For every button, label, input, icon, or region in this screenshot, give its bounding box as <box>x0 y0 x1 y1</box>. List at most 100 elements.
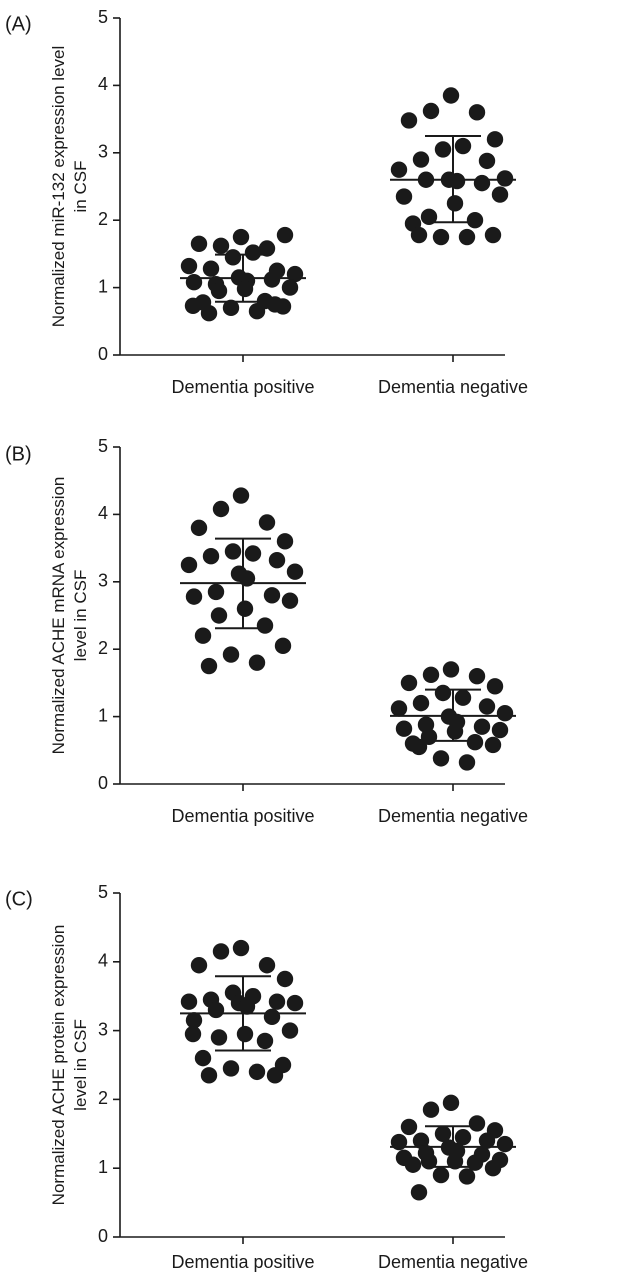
data-point <box>422 1101 440 1118</box>
data-point <box>468 1115 486 1132</box>
data-point <box>238 570 256 587</box>
data-point <box>458 754 476 771</box>
data-point <box>496 1135 514 1153</box>
data-point <box>491 186 509 203</box>
data-point <box>496 170 514 187</box>
data-point <box>412 1132 430 1149</box>
y-tick-label: 4 <box>98 503 108 523</box>
data-point <box>454 1129 472 1146</box>
data-point <box>422 666 440 684</box>
data-point <box>434 141 452 158</box>
data-point <box>207 583 225 601</box>
data-point <box>466 212 484 229</box>
data-point <box>258 514 276 531</box>
data-point <box>268 552 286 569</box>
data-point <box>390 161 408 178</box>
data-point <box>224 543 242 560</box>
data-point <box>395 188 413 205</box>
data-point <box>256 1032 274 1050</box>
data-point <box>212 500 230 518</box>
data-point <box>210 607 228 624</box>
data-point <box>420 208 438 226</box>
data-point <box>442 661 460 678</box>
group-dementia-positive <box>180 226 306 322</box>
data-point <box>185 1012 203 1029</box>
data-point <box>200 657 218 675</box>
y-axis-title: Normalized ACHE protein expression level … <box>49 925 90 1206</box>
data-point <box>432 1166 450 1184</box>
data-point <box>256 617 274 634</box>
data-point <box>400 112 418 129</box>
data-point <box>390 700 408 717</box>
data-point <box>266 1067 284 1084</box>
data-point <box>446 723 464 740</box>
x-tick-label: Dementia positive <box>171 1252 314 1272</box>
data-point <box>190 519 208 537</box>
y-tick-label: 5 <box>98 7 108 27</box>
data-point <box>410 738 428 756</box>
x-tick-label: Dementia positive <box>171 806 314 826</box>
y-axis-title: Normalized ACHE mRNA expression level in … <box>49 477 90 755</box>
data-point <box>258 240 276 257</box>
data-point <box>180 257 198 275</box>
data-point <box>281 279 299 296</box>
y-tick-label: 3 <box>98 1019 108 1039</box>
data-point <box>458 1168 476 1185</box>
data-point <box>466 1154 484 1171</box>
data-point <box>184 297 202 314</box>
y-tick-label: 4 <box>98 74 108 94</box>
y-axis-title-line: level in CSF <box>71 1019 90 1111</box>
data-point <box>281 1022 299 1039</box>
data-point <box>286 563 304 580</box>
data-point <box>473 174 491 192</box>
y-axis-title-line: Normalized miR-132 expression level <box>49 46 68 328</box>
group-dementia-negative <box>390 1094 516 1201</box>
data-point <box>263 587 281 604</box>
data-point <box>232 228 250 246</box>
group-dementia-negative <box>390 87 516 246</box>
data-point <box>268 993 286 1010</box>
data-point <box>244 545 262 562</box>
data-point <box>212 237 230 255</box>
data-point <box>400 674 418 692</box>
data-point <box>190 957 208 974</box>
data-point <box>238 998 256 1015</box>
data-point <box>468 667 486 685</box>
data-point <box>458 228 476 246</box>
data-point <box>412 151 430 168</box>
data-point <box>248 654 266 671</box>
group-dementia-positive <box>180 487 306 675</box>
data-point <box>222 1060 240 1077</box>
data-point <box>222 646 240 663</box>
data-point <box>244 244 262 261</box>
data-point <box>274 637 292 655</box>
y-axis-title-line: in CSF <box>71 161 90 213</box>
data-point <box>210 1029 228 1046</box>
data-point <box>410 1184 428 1201</box>
data-point <box>263 1008 281 1026</box>
data-point <box>434 1125 452 1143</box>
data-point <box>473 718 491 735</box>
y-tick-label: 3 <box>98 571 108 591</box>
data-point <box>184 1025 202 1043</box>
data-point <box>232 487 250 504</box>
data-point <box>454 689 472 706</box>
y-tick-label: 0 <box>98 773 108 793</box>
panel-b: (B) 0 1 2 3 4 5 Dementia positive Dementia negat… <box>5 436 528 826</box>
data-point <box>442 1094 460 1112</box>
data-point <box>236 280 254 298</box>
data-point <box>236 1025 254 1043</box>
data-point <box>190 235 208 252</box>
y-tick-label: 1 <box>98 276 108 296</box>
panel-label: (B) <box>5 443 32 465</box>
data-point <box>448 172 466 190</box>
data-point <box>478 1132 496 1149</box>
data-point <box>468 104 486 121</box>
data-point <box>454 137 472 155</box>
y-axis-title-line: Normalized ACHE mRNA expression <box>49 477 68 755</box>
x-tick-label: Dementia negative <box>378 806 528 826</box>
y-tick-label: 0 <box>98 1226 108 1246</box>
data-point <box>420 1153 438 1170</box>
data-point <box>212 943 230 960</box>
y-tick-label: 5 <box>98 882 108 902</box>
